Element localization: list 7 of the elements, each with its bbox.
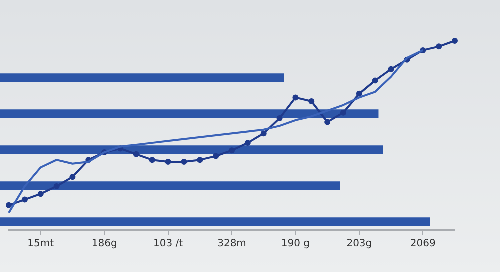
x-tick-label: 190 g xyxy=(281,238,310,250)
x-tick-label: 103 /t xyxy=(154,238,184,250)
x-tick-label: 186g xyxy=(92,238,118,250)
x-tick-label: 15mt xyxy=(28,238,54,250)
x-tick-label: 328m xyxy=(218,238,246,250)
x-tick-label: 203g xyxy=(346,238,372,250)
x-tick-label: 2069 xyxy=(410,238,436,250)
